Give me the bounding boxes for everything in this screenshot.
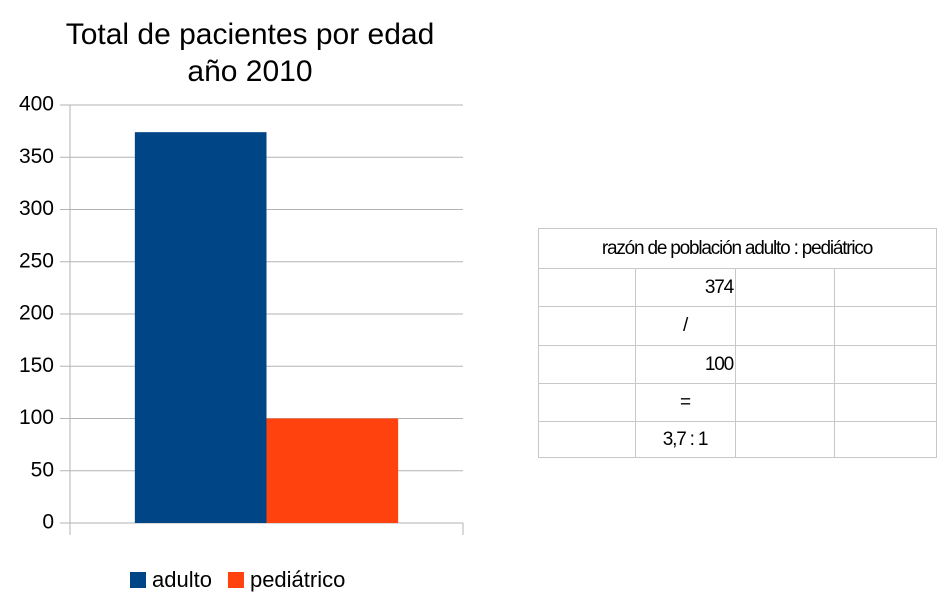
y-tick-label: 300 [19,197,54,220]
bar [266,418,399,523]
table-header: razón de población adulto : pediátrico [602,238,873,259]
table: razón de población adulto : pediátrico 3… [538,228,937,458]
y-tick-label: 250 [19,249,54,272]
table-cell: 374 [705,277,735,298]
legend-swatch [130,572,146,588]
legend-label: adulto [152,567,212,592]
y-tick-label: 50 [31,458,54,481]
table-cell: 100 [705,354,734,375]
table-cell: = [680,392,691,413]
y-tick-label: 0 [42,511,54,534]
bar [134,132,267,524]
y-tick-label: 350 [19,145,54,168]
y-tick-label: 150 [19,354,54,377]
y-tick-label: 200 [19,302,54,325]
y-tick-label: 100 [19,406,54,429]
table-cell: / [683,315,689,336]
legend-label: pediátrico [250,567,345,592]
table-cell: 3,7 : 1 [663,429,708,450]
table-border [538,228,937,458]
y-tick-label: 400 [19,93,54,116]
legend-swatch [227,572,244,588]
chart-title: año 2010 [187,55,312,88]
chart-title: Total de pacientes por edad [66,18,435,51]
